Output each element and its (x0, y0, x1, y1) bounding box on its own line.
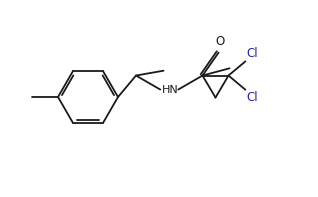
Text: HN: HN (162, 85, 179, 95)
Text: Cl: Cl (246, 91, 258, 104)
Text: O: O (215, 35, 224, 48)
Text: Cl: Cl (246, 47, 258, 60)
